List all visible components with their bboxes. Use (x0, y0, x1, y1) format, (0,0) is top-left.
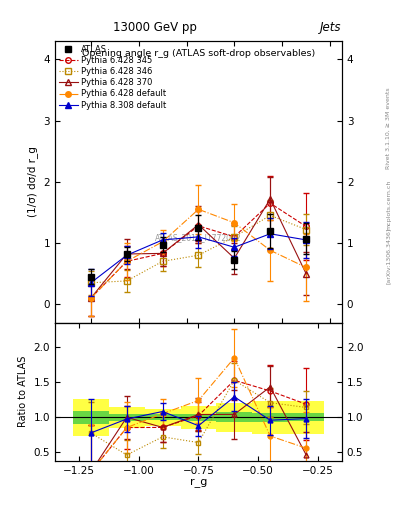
Text: ATLAS_2019_I1772062: ATLAS_2019_I1772062 (155, 233, 242, 243)
Text: mcplots.cern.ch: mcplots.cern.ch (386, 180, 391, 230)
X-axis label: r_g: r_g (190, 478, 207, 488)
Text: [arXiv:1306.3436]: [arXiv:1306.3436] (386, 228, 391, 284)
Text: Rivet 3.1.10, ≥ 3M events: Rivet 3.1.10, ≥ 3M events (386, 87, 391, 169)
Y-axis label: (1/σ) dσ/d r_g: (1/σ) dσ/d r_g (27, 146, 38, 217)
Y-axis label: Ratio to ATLAS: Ratio to ATLAS (18, 356, 28, 428)
Text: Opening angle r_g (ATLAS soft-drop observables): Opening angle r_g (ATLAS soft-drop obser… (82, 50, 315, 58)
Text: 13000 GeV pp: 13000 GeV pp (114, 21, 197, 34)
Legend: ATLAS, Pythia 6.428 345, Pythia 6.428 346, Pythia 6.428 370, Pythia 6.428 defaul: ATLAS, Pythia 6.428 345, Pythia 6.428 34… (57, 44, 168, 111)
Text: Jets: Jets (320, 21, 342, 34)
